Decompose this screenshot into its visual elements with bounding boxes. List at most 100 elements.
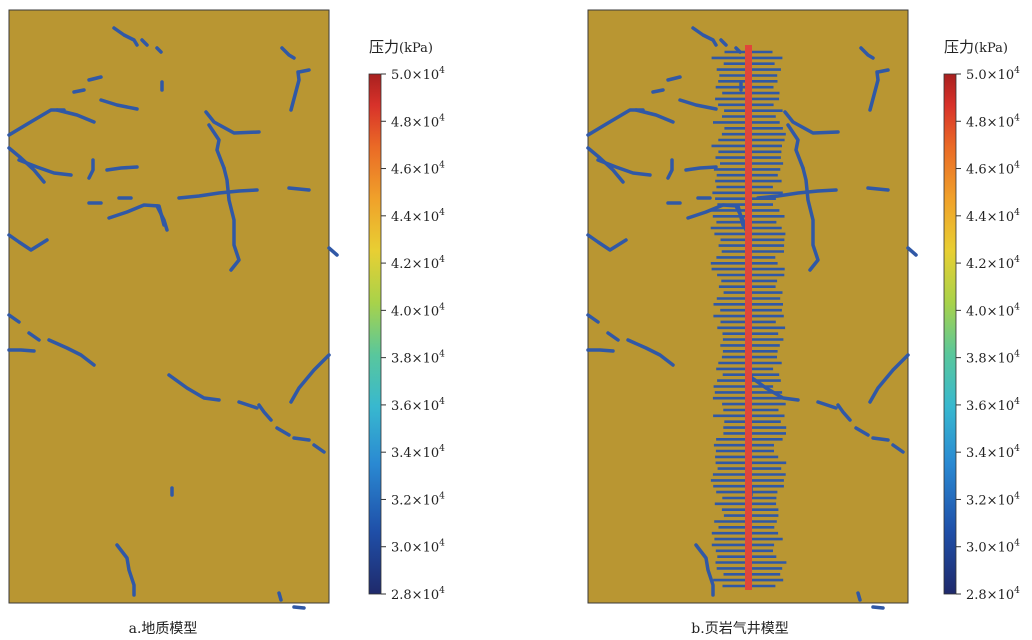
natural-fracture xyxy=(906,246,918,257)
natural-fracture xyxy=(856,591,862,602)
natural-fracture xyxy=(891,443,905,454)
colorbar-tick-label: 5.0×104 xyxy=(391,66,445,83)
natural-fracture xyxy=(289,353,331,404)
natural-fracture xyxy=(816,400,838,410)
natural-fracture xyxy=(626,338,675,367)
natural-fracture xyxy=(72,88,86,94)
colorbar-tick-label: 4.6×104 xyxy=(966,161,1020,178)
natural-fracture xyxy=(586,313,600,324)
natural-fracture xyxy=(87,158,95,180)
natural-fracture xyxy=(17,158,73,177)
natural-fracture xyxy=(257,403,273,422)
wellbore xyxy=(745,45,752,590)
natural-fractures xyxy=(586,26,918,610)
caption-b: b.页岩气井模型 xyxy=(691,621,788,637)
natural-fracture xyxy=(312,443,326,454)
colorbar-a: 压力(kPa) 5.0×104 4.8×104 4.6×104 4.4×104 4.2×… xyxy=(368,38,445,603)
natural-fracture xyxy=(277,591,283,602)
natural-fracture xyxy=(292,605,306,610)
colorbar-tick-label: 2.8×104 xyxy=(391,586,445,603)
colorbar-gradient xyxy=(368,73,382,595)
natural-fracture xyxy=(586,348,615,353)
natural-fracture xyxy=(876,68,890,74)
natural-fracture xyxy=(112,26,139,47)
colorbar-tick-label: 3.2×104 xyxy=(966,491,1020,508)
natural-fracture xyxy=(801,166,820,272)
natural-fracture xyxy=(140,38,149,47)
natural-fracture xyxy=(287,186,311,192)
colorbar-tick-label: 3.4×104 xyxy=(966,444,1020,461)
colorbar-b: 压力(kPa) 5.0×104 4.8×104 4.6×104 4.4×104 4.2×… xyxy=(943,38,1020,603)
colorbar-ticks: 5.0×104 4.8×104 4.6×104 4.4×104 4.2×104 4.0×1… xyxy=(381,66,445,603)
colorbar-tick-label: 3.0×104 xyxy=(391,539,445,556)
colorbar-tick-label: 4.6×104 xyxy=(391,161,445,178)
natural-fracture xyxy=(47,338,96,367)
natural-fracture xyxy=(719,38,728,47)
geo-model-area xyxy=(8,9,330,604)
colorbar-tick-label: 3.0×104 xyxy=(966,539,1020,556)
natural-fracture xyxy=(292,436,311,442)
colorbar-tick-label: 4.4×104 xyxy=(966,208,1020,225)
natural-fracture xyxy=(155,46,163,54)
natural-fracture xyxy=(275,426,291,437)
natural-fracture xyxy=(868,70,880,112)
colorbar-tick-label: 4.0×104 xyxy=(391,302,445,319)
natural-fracture xyxy=(871,436,890,442)
natural-fracture xyxy=(678,98,718,111)
colorbar-tick-label: 3.2×104 xyxy=(391,491,445,508)
colorbar-title: 压力(kPa) xyxy=(369,38,433,56)
panel-a xyxy=(7,9,339,610)
natural-fracture xyxy=(596,158,652,177)
colorbar-tick-label: 3.6×104 xyxy=(391,397,445,414)
natural-fracture xyxy=(207,123,226,170)
colorbar-tick-label: 4.4×104 xyxy=(391,208,445,225)
colorbar-tick-label: 3.8×104 xyxy=(391,350,445,367)
natural-fracture xyxy=(756,188,838,200)
natural-fracture xyxy=(666,158,674,180)
natural-fracture xyxy=(87,75,103,82)
natural-fracture xyxy=(868,353,910,404)
colorbar-tick-label: 4.0×104 xyxy=(966,302,1020,319)
natural-fracture xyxy=(297,68,311,74)
natural-fracture xyxy=(204,110,261,135)
natural-fracture xyxy=(871,605,885,610)
natural-fracture xyxy=(280,46,296,60)
natural-fracture xyxy=(177,188,259,200)
natural-fracture xyxy=(694,543,715,597)
natural-fracture xyxy=(691,26,718,47)
panel-b xyxy=(586,9,918,610)
colorbar-gradient xyxy=(943,73,957,595)
caption-a: a.地质模型 xyxy=(129,621,198,637)
natural-fracture xyxy=(27,331,41,342)
natural-fracture xyxy=(586,233,628,252)
natural-fracture xyxy=(786,123,805,170)
colorbar-tick-label: 3.6×104 xyxy=(966,397,1020,414)
colorbar-tick-label: 2.8×104 xyxy=(966,586,1020,603)
natural-fracture xyxy=(586,108,645,137)
natural-fracture xyxy=(7,233,49,252)
natural-fracture xyxy=(783,110,840,135)
natural-fracture xyxy=(7,313,21,324)
natural-fracture xyxy=(859,46,875,60)
natural-fracture xyxy=(115,543,136,597)
colorbar-tick-label: 5.0×104 xyxy=(966,66,1020,83)
natural-fractures xyxy=(7,26,339,610)
colorbar-tick-label: 4.8×104 xyxy=(966,113,1020,130)
natural-fracture xyxy=(289,70,301,112)
colorbar-ticks: 5.0×104 4.8×104 4.6×104 4.4×104 4.2×104 4.0×1… xyxy=(956,66,1020,603)
natural-fracture xyxy=(666,75,682,82)
colorbar-tick-label: 3.8×104 xyxy=(966,350,1020,367)
natural-fracture xyxy=(105,165,139,172)
natural-fracture xyxy=(606,331,620,342)
natural-fracture xyxy=(7,108,66,137)
natural-fracture xyxy=(866,186,890,192)
natural-fracture xyxy=(222,166,241,272)
natural-fracture xyxy=(167,373,221,402)
colorbar-tick-label: 4.8×104 xyxy=(391,113,445,130)
natural-fracture xyxy=(327,246,339,257)
colorbar-tick-label: 3.4×104 xyxy=(391,444,445,461)
natural-fracture xyxy=(836,403,852,422)
natural-fracture xyxy=(155,204,169,232)
natural-fracture xyxy=(684,165,718,172)
